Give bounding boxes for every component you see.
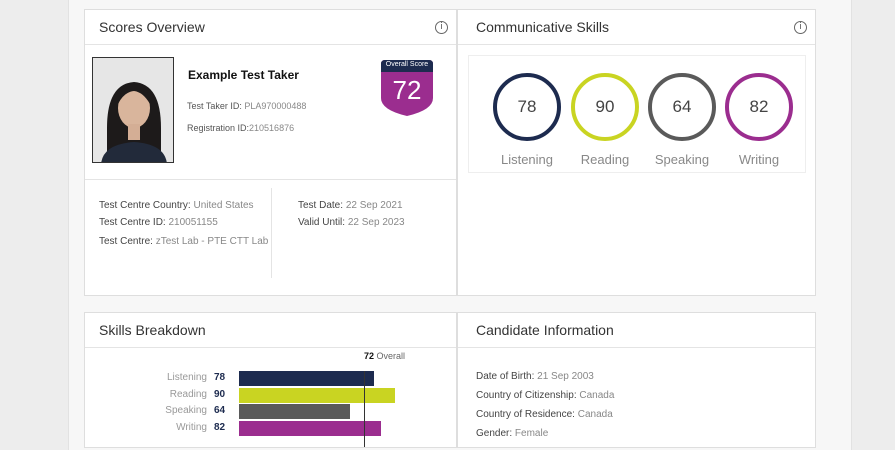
bar-value: 90	[214, 388, 226, 400]
candidate-information-card: Candidate Information Date of Birth: 21 …	[457, 312, 816, 448]
info-icon[interactable]: i	[794, 21, 807, 34]
citizenship-label: Country of Citizenship:	[476, 390, 577, 401]
citizenship-row: Country of Citizenship: Canada	[476, 386, 614, 405]
overall-score-badge: Overall Score 72	[381, 60, 433, 116]
residence-row: Country of Residence: Canada	[476, 405, 614, 424]
scores-overview-title: Scores Overview	[99, 19, 205, 35]
test-taker-id-value: PLA970000488	[244, 101, 307, 111]
skill-rings: 78 Listening 90 Reading 64 Speaking 82 W…	[468, 55, 806, 173]
dob-label: Date of Birth:	[476, 371, 535, 382]
residence-value: Canada	[577, 409, 613, 420]
valid-until-value: 22 Sep 2023	[347, 217, 405, 228]
skill-bar	[239, 404, 350, 419]
test-centre-id-label: Test Centre ID:	[99, 217, 166, 228]
scores-overview-header: Scores Overview	[85, 10, 456, 45]
test-date-value: 22 Sep 2021	[345, 200, 403, 211]
test-centre-country-label: Test Centre Country:	[99, 200, 191, 211]
valid-until-label: Valid Until:	[298, 217, 346, 228]
bar-label: Writing	[176, 421, 207, 433]
score-report-page: Scores Overview i Example Test Taker Tes…	[68, 0, 852, 450]
overall-marker-label: 72 Overall	[364, 351, 405, 361]
communicative-skills-header: Communicative Skills	[458, 10, 815, 45]
test-centre-label: Test Centre:	[99, 236, 153, 247]
skill-label: Reading	[580, 152, 630, 167]
skill-score: 78	[517, 97, 537, 116]
divider	[271, 188, 272, 278]
skill-ring: 90	[571, 73, 639, 141]
bar-label: Listening	[166, 372, 207, 383]
dob-value: 21 Sep 2003	[537, 371, 594, 382]
skill-score: 82	[749, 97, 769, 116]
skill-bar	[239, 387, 395, 403]
badge-shield-icon	[381, 60, 433, 116]
gender-label: Gender:	[476, 428, 513, 439]
overall-marker-text: Overall	[376, 351, 406, 361]
info-icon[interactable]: i	[435, 21, 448, 34]
test-centre-country-value: United States	[193, 200, 254, 211]
communicative-skills-card: Communicative Skills i 78 Listening 90 R…	[457, 9, 816, 296]
bar-value: 82	[214, 421, 226, 433]
dob-row: Date of Birth: 21 Sep 2003	[476, 367, 614, 386]
bar-label: Speaking	[165, 405, 207, 416]
test-centre-value: zTest Lab - PTE CTT Lab	[155, 236, 269, 247]
bar-value: 78	[214, 372, 226, 383]
candidate-details: Date of Birth: 21 Sep 2003 Country of Ci…	[476, 367, 614, 443]
skill-ring: 82	[725, 73, 793, 141]
skills-breakdown-card: Skills Breakdown 72 Overall Listening 78 R…	[84, 312, 457, 448]
skill-score: 90	[595, 97, 615, 116]
candidate-information-title: Candidate Information	[476, 322, 614, 338]
test-centre-country-row: Test Centre Country: United States	[99, 197, 269, 214]
registration-id-value: 210516876	[249, 123, 295, 133]
registration-id-label: Registration ID:	[187, 123, 250, 133]
communicative-skills-title: Communicative Skills	[476, 19, 610, 35]
skills-breakdown-header: Skills Breakdown	[85, 313, 456, 348]
person-photo-icon	[93, 58, 173, 162]
candidate-information-header: Candidate Information	[458, 313, 815, 348]
test-taker-id-label: Test Taker ID:	[187, 101, 242, 111]
test-taker-id-row: Test Taker ID: PLA970000488	[187, 101, 306, 111]
test-date-details: Test Date: 22 Sep 2021 Valid Until: 22 S…	[298, 197, 448, 231]
overall-score-value: 72	[392, 75, 422, 105]
candidate-photo	[92, 57, 174, 163]
skill-score: 64	[672, 97, 692, 116]
candidate-name: Example Test Taker	[188, 68, 299, 82]
skills-breakdown-title: Skills Breakdown	[99, 322, 206, 338]
valid-until-row: Valid Until: 22 Sep 2023	[298, 214, 448, 231]
skill-ring: 64	[648, 73, 716, 141]
gender-value: Female	[514, 428, 549, 439]
gender-row: Gender: Female	[476, 424, 614, 443]
skill-bar	[239, 371, 375, 386]
overall-score-label: Overall Score	[385, 61, 429, 68]
overall-marker-value: 72	[364, 351, 375, 361]
skill-bar	[239, 420, 382, 436]
test-centre-id-row: Test Centre ID: 210051155	[99, 214, 269, 231]
test-centre-row: Test Centre: zTest Lab - PTE CTT Lab	[99, 235, 269, 248]
residence-label: Country of Residence:	[476, 409, 575, 420]
registration-id-row: Registration ID:210516876	[187, 123, 294, 133]
citizenship-value: Canada	[579, 390, 615, 401]
test-date-label: Test Date:	[298, 200, 344, 211]
skill-label: Speaking	[654, 152, 710, 167]
bar-label: Reading	[169, 388, 207, 400]
bar-value: 64	[214, 405, 226, 416]
skill-ring: 78	[493, 73, 561, 141]
overall-marker-line	[364, 371, 365, 447]
test-date-row: Test Date: 22 Sep 2021	[298, 197, 448, 214]
skill-label: Listening	[500, 152, 554, 167]
skill-label: Writing	[738, 152, 780, 167]
divider	[85, 179, 456, 180]
scores-overview-card: Scores Overview i Example Test Taker Tes…	[84, 9, 457, 296]
test-centre-details: Test Centre Country: United States Test …	[99, 197, 269, 248]
test-centre-id-value: 210051155	[168, 217, 218, 228]
